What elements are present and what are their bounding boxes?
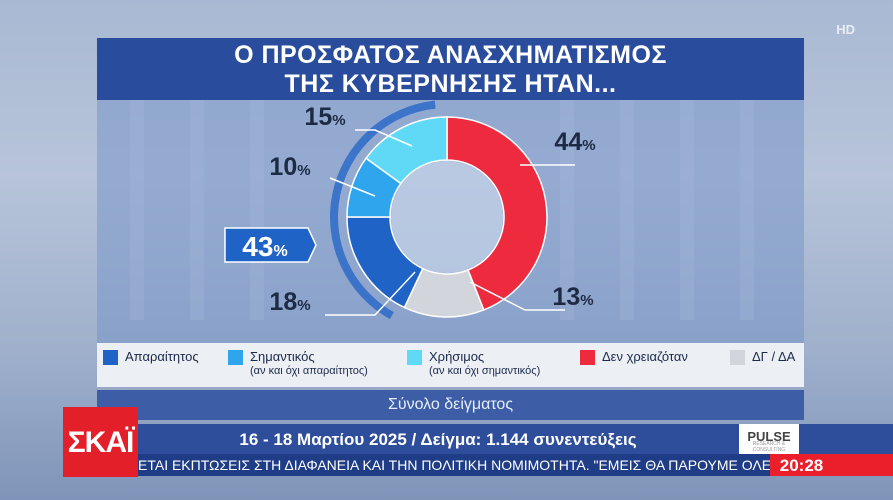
slice-value-label: 44% — [554, 128, 595, 156]
legend: Απαραίτητος Σημαντικός (αν και όχι απαραί… — [97, 343, 804, 387]
pollster-logo: PULSE RESEARCH & CONSULTING — [739, 424, 799, 454]
group-total-callout — [224, 227, 317, 263]
survey-dates: 16 - 18 Μαρτίου 2025 / Δείγμα: 1.144 συν… — [239, 430, 637, 449]
legend-swatch — [228, 350, 243, 365]
leader-line-2 — [355, 129, 413, 147]
title-line-2: ΤΗΣ ΚΥΒΕΡΝΗΣΗΣ ΗΤΑΝ... — [284, 70, 617, 98]
group-bracket-arc — [329, 100, 436, 320]
clock: 20:28 — [770, 454, 833, 476]
news-ticker: ΕΤΑΙ ΕΚΠΤΩΣΕΙΣ ΣΤΗ ΔΙΑΦΑΝΕΙΑ ΚΑΙ ΤΗΝ ΠΟΛ… — [138, 454, 893, 476]
title-line-1: Ο ΠΡΟΣΦΑΤΟΣ ΑΝΑΣΧΗΜΑΤΙΣΜΟΣ — [234, 41, 667, 69]
legend-label: Δεν χρειαζόταν — [602, 349, 688, 364]
slice-value-label: 15% — [304, 103, 345, 131]
legend-swatch — [730, 350, 745, 365]
hd-badge: HD — [836, 22, 855, 37]
legend-sublabel: (αν και όχι σημαντικός) — [429, 365, 541, 377]
pollster-sub: RESEARCH & CONSULTING — [752, 441, 786, 453]
legend-label: Απαραίτητος — [125, 349, 199, 364]
donut-hole — [391, 161, 503, 273]
slice-value-label: 10% — [269, 153, 310, 181]
legend-label: ΔΓ / ΔΑ — [752, 349, 796, 364]
ticker-end — [833, 454, 893, 476]
channel-logo: ΣΚΑΪ — [63, 407, 138, 477]
pollster-name: PULSE — [747, 429, 791, 444]
legend-swatch — [580, 350, 595, 365]
legend-swatch — [407, 350, 422, 365]
leader-line-4 — [469, 281, 565, 311]
leader-line-0 — [325, 271, 416, 316]
legend-label: Χρήσιμος — [429, 349, 485, 364]
slice-2 — [365, 116, 448, 185]
legend-sublabel: (αν και όχι απαραίτητος) — [250, 365, 368, 377]
slice-value-label: 13% — [552, 283, 593, 311]
chart-title: Ο ΠΡΟΣΦΑΤΟΣ ΑΝΑΣΧΗΜΑΤΙΣΜΟΣ ΤΗΣ ΚΥΒΕΡΝΗΣΗ… — [97, 38, 804, 100]
group-total-label: 43% — [242, 231, 287, 262]
slice-value-label: 18% — [269, 288, 310, 316]
legend-label: Σημαντικός — [250, 349, 315, 364]
leader-line-1 — [329, 177, 376, 197]
legend-swatch — [103, 350, 118, 365]
sample-label: Σύνολο δείγματος — [97, 390, 804, 420]
